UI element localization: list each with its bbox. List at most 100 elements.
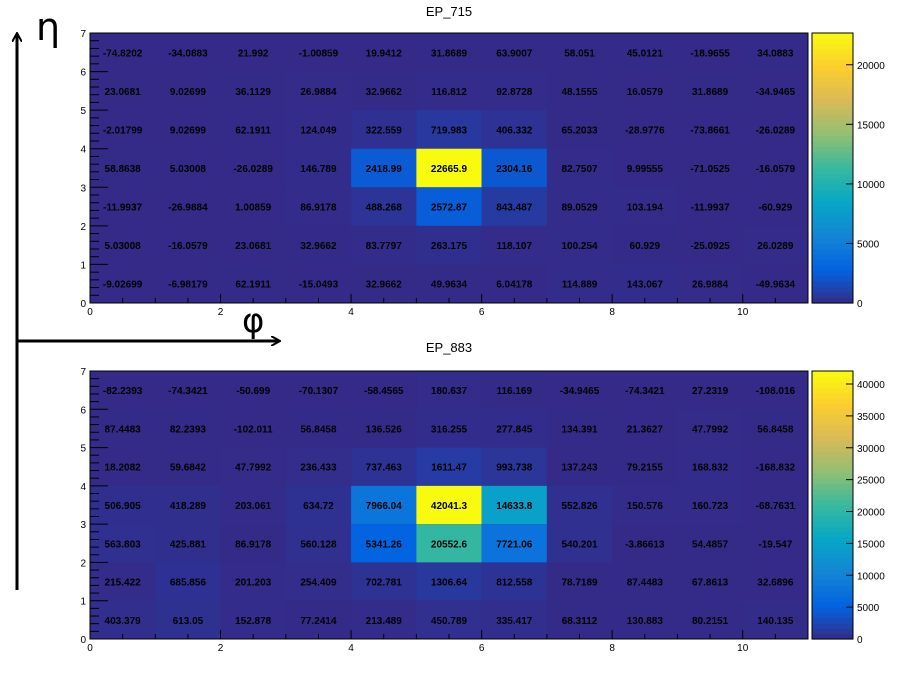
heatmap-panel: EP_883 -82.2393 -74.3421 -50.699 -70.1307 -58… — [80, 340, 885, 654]
heatmap-cell — [155, 447, 221, 486]
heatmap-cell — [481, 110, 547, 149]
colorbar-segment — [812, 92, 853, 99]
cell-value-label: 9.02699 — [170, 87, 207, 98]
heatmap-cell — [351, 71, 417, 111]
cell-value-label: 150.576 — [627, 501, 664, 512]
heatmap-cell — [416, 524, 482, 563]
heatmap-cell — [546, 264, 613, 303]
colorbar-segment — [812, 429, 853, 436]
cell-value-label: -60.929 — [758, 203, 792, 214]
cell-value-label: 77.2414 — [300, 616, 337, 627]
cell-value-label: 21.992 — [238, 48, 269, 59]
heatmap-cell — [612, 600, 678, 639]
cell-value-label: -34.0883 — [168, 48, 208, 59]
cell-value-label: 116.812 — [431, 87, 467, 98]
cell-value-label: -74.3421 — [168, 386, 208, 397]
cell-value-label: 140.135 — [757, 616, 794, 627]
y-tick-label: 2 — [80, 558, 86, 569]
cell-value-label: 60.929 — [630, 241, 661, 252]
heatmap-cell — [220, 524, 286, 563]
heatmap-cell — [351, 110, 417, 149]
colorbar-segment — [812, 60, 853, 66]
colorbar-segment — [812, 494, 853, 501]
y-tick-label: 5 — [80, 444, 86, 455]
colorbar-segment — [812, 408, 853, 415]
heatmap-cell — [481, 409, 547, 448]
cell-value-label: 56.8458 — [300, 424, 337, 435]
heatmap-cell — [481, 562, 547, 601]
cell-value-label: 32.9662 — [366, 87, 403, 98]
heatmap-cell — [416, 264, 482, 303]
cell-value-label: 54.4857 — [692, 539, 729, 550]
cell-value-label: -58.4565 — [364, 386, 404, 397]
colorbar-segment — [812, 200, 853, 207]
cell-value-label: 23.0681 — [235, 241, 272, 252]
cell-value-label: 118.107 — [496, 241, 532, 252]
heatmap-cell — [416, 110, 482, 149]
heatmap-cell — [351, 33, 417, 72]
colorbar-segment — [812, 195, 853, 201]
cell-value-label: 552.826 — [561, 501, 598, 512]
colorbar-segment — [812, 596, 853, 603]
cell-value-label: 160.723 — [692, 501, 729, 512]
cell-value-label: 16.0579 — [627, 87, 664, 98]
heatmap-cell — [285, 148, 352, 188]
colorbar-segment — [812, 446, 853, 452]
cell-value-label: 203.061 — [235, 501, 272, 512]
cell-value-label: 62.1911 — [235, 280, 271, 291]
heatmap-cell — [742, 33, 808, 72]
heatmap-cell — [742, 225, 808, 265]
heatmap-cell — [416, 71, 482, 111]
heatmap-cell — [677, 71, 743, 111]
colorbar-segment — [812, 580, 853, 586]
x-tick-label: 0 — [87, 643, 93, 654]
colorbar-segment — [812, 38, 853, 45]
cell-value-label: 143.067 — [627, 280, 664, 291]
cell-value-label: 168.832 — [692, 463, 729, 474]
heatmap-cell — [285, 264, 352, 303]
x-tick-label: 10 — [737, 307, 749, 318]
heatmap-cell — [416, 148, 482, 188]
cell-value-label: -3.86613 — [625, 539, 665, 550]
cell-value-label: 215.422 — [105, 578, 142, 589]
heatmap-cell — [285, 485, 352, 525]
heatmap-cell — [416, 33, 482, 72]
heatmap-cell — [481, 447, 547, 486]
cell-value-label: 87.4483 — [627, 578, 664, 589]
heatmap-cell — [481, 148, 547, 188]
colorbar-segment — [812, 510, 853, 517]
colorbar-segment — [812, 515, 853, 522]
heatmap-cell — [612, 409, 678, 448]
colorbar-frame — [811, 32, 854, 304]
cell-value-label: 1.00859 — [235, 203, 272, 214]
heatmap-cell — [416, 409, 482, 448]
heatmap-cell — [742, 148, 808, 188]
heatmap-cell — [351, 148, 417, 188]
cell-value-label: -74.8202 — [103, 48, 143, 59]
cell-value-label: 146.789 — [300, 164, 337, 175]
colorbar-segment — [812, 254, 853, 261]
heatmap-cell — [546, 485, 613, 525]
heatmap-cell — [155, 110, 221, 149]
heatmap-cell — [155, 71, 221, 111]
colorbar-tick-label: 40000 — [857, 380, 885, 391]
heatmap-cell — [481, 485, 547, 525]
heatmap-cell — [351, 485, 417, 525]
heatmap-cell — [220, 264, 286, 303]
cell-value-label: 86.9178 — [235, 539, 272, 550]
heatmap-cell — [285, 409, 352, 448]
heatmap-cell — [351, 524, 417, 563]
heatmap-cell — [220, 485, 286, 525]
heatmap-cell — [155, 225, 221, 265]
heatmap-cell — [416, 447, 482, 486]
cell-value-label: 9.02699 — [170, 125, 207, 136]
heatmap-cell — [481, 524, 547, 563]
cell-value-label: 277.845 — [496, 424, 533, 435]
heatmap-cell — [220, 225, 286, 265]
colorbar-segment — [812, 563, 853, 570]
heatmap-cell — [677, 187, 743, 226]
heatmap-cell — [90, 447, 156, 486]
heatmap-cell — [220, 148, 286, 188]
colorbar-segment — [812, 483, 853, 490]
